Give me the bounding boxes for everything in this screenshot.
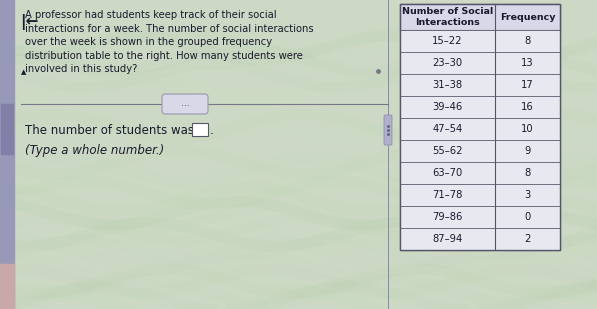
Bar xyxy=(400,228,560,250)
Bar xyxy=(1,104,13,154)
Text: .: . xyxy=(210,124,214,137)
Bar xyxy=(400,162,560,184)
FancyBboxPatch shape xyxy=(162,94,208,114)
Text: 31–38: 31–38 xyxy=(432,80,463,90)
Text: 13: 13 xyxy=(521,58,534,68)
Bar xyxy=(400,96,560,118)
Text: |←: |← xyxy=(20,14,38,30)
FancyBboxPatch shape xyxy=(384,115,392,145)
Bar xyxy=(400,52,560,74)
Text: 47–54: 47–54 xyxy=(432,124,463,134)
Text: 9: 9 xyxy=(524,146,531,156)
Bar xyxy=(400,4,560,250)
Text: 16: 16 xyxy=(521,102,534,112)
Text: The number of students was: The number of students was xyxy=(25,124,194,137)
Bar xyxy=(400,4,560,250)
Text: 79–86: 79–86 xyxy=(432,212,463,222)
Bar xyxy=(0,0,14,309)
Text: 3: 3 xyxy=(524,190,531,200)
Text: 87–94: 87–94 xyxy=(432,234,463,244)
Bar xyxy=(400,206,560,228)
Text: 23–30: 23–30 xyxy=(432,58,463,68)
Text: 39–46: 39–46 xyxy=(432,102,463,112)
Text: 15–22: 15–22 xyxy=(432,36,463,46)
Text: 2: 2 xyxy=(524,234,531,244)
Text: 8: 8 xyxy=(524,36,531,46)
Text: ...: ... xyxy=(181,99,189,108)
Bar xyxy=(192,123,208,136)
Text: Frequency: Frequency xyxy=(500,12,555,22)
Bar xyxy=(400,140,560,162)
Text: 0: 0 xyxy=(524,212,531,222)
Bar xyxy=(400,118,560,140)
Text: A professor had students keep track of their social
interactions for a week. The: A professor had students keep track of t… xyxy=(25,10,313,74)
Text: 10: 10 xyxy=(521,124,534,134)
Text: 71–78: 71–78 xyxy=(432,190,463,200)
Text: 8: 8 xyxy=(524,168,531,178)
Text: (Type a whole number.): (Type a whole number.) xyxy=(25,144,164,157)
Text: ▲: ▲ xyxy=(21,69,26,75)
Text: 55–62: 55–62 xyxy=(432,146,463,156)
Text: Number of Social
Interactions: Number of Social Interactions xyxy=(402,7,493,27)
Bar xyxy=(400,4,560,30)
Text: 17: 17 xyxy=(521,80,534,90)
Bar xyxy=(400,184,560,206)
Bar xyxy=(400,74,560,96)
Text: 63–70: 63–70 xyxy=(432,168,463,178)
Bar xyxy=(0,264,14,309)
Bar xyxy=(400,30,560,52)
